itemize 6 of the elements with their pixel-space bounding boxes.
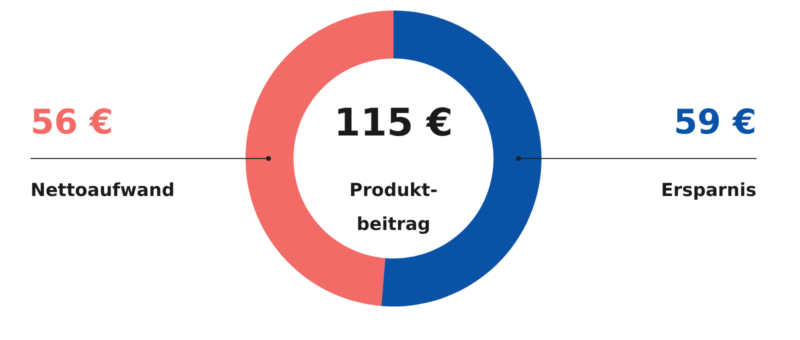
data-label: 59 € bbox=[674, 102, 757, 142]
data-label: 56 € bbox=[30, 102, 114, 142]
text: Produkt- beitrag bbox=[349, 180, 438, 235]
slice-label: Nettoaufwand bbox=[30, 180, 175, 201]
text: 115 € bbox=[334, 100, 454, 144]
slice-label: Ersparnis bbox=[661, 180, 757, 201]
